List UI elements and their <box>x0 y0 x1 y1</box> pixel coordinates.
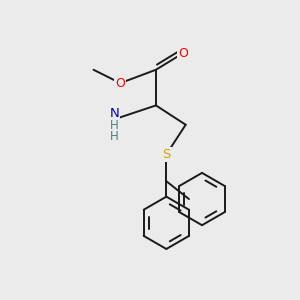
Text: N: N <box>110 107 119 120</box>
Text: O: O <box>115 76 125 90</box>
Text: H: H <box>110 119 119 132</box>
Text: S: S <box>162 148 170 161</box>
Text: H: H <box>110 130 119 142</box>
Text: O: O <box>178 47 188 60</box>
